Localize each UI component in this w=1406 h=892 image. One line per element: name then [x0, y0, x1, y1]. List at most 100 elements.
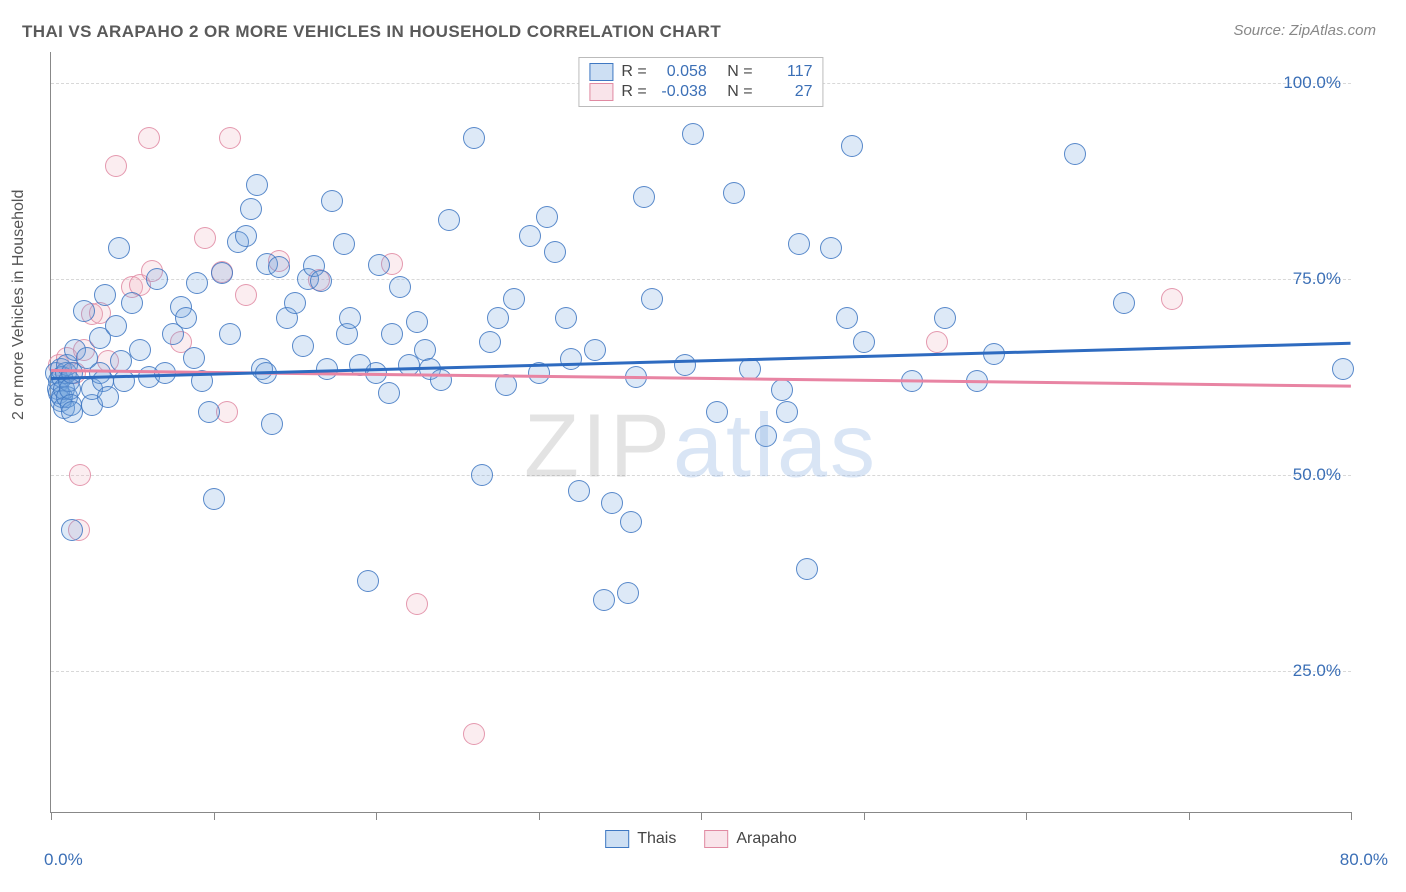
thais-point: [584, 339, 606, 361]
thais-point: [568, 480, 590, 502]
arapaho-r-value: -0.038: [655, 83, 707, 101]
legend-row-thais: R = 0.058 N = 117: [589, 62, 812, 82]
thais-point: [682, 123, 704, 145]
x-min-label: 0.0%: [44, 850, 83, 870]
thais-point: [601, 492, 623, 514]
thais-point: [261, 413, 283, 435]
thais-point: [321, 190, 343, 212]
thais-point: [674, 354, 696, 376]
y-axis-label: 2 or more Vehicles in Household: [10, 190, 28, 420]
chart-title: THAI VS ARAPAHO 2 OR MORE VEHICLES IN HO…: [22, 22, 721, 42]
arapaho-point: [69, 464, 91, 486]
thais-point: [357, 570, 379, 592]
x-tick: [51, 812, 52, 820]
thais-point: [235, 225, 257, 247]
thais-point: [378, 382, 400, 404]
thais-point: [495, 374, 517, 396]
thais-point: [771, 379, 793, 401]
thais-point: [414, 339, 436, 361]
arapaho-point: [235, 284, 257, 306]
thais-point: [430, 369, 452, 391]
x-tick: [1189, 812, 1190, 820]
arapaho-point: [406, 593, 428, 615]
legend-item-thais: Thais: [605, 830, 676, 848]
legend-row-arapaho: R = -0.038 N = 27: [589, 82, 812, 102]
correlation-legend: R = 0.058 N = 117 R = -0.038 N = 27: [578, 57, 823, 107]
r-label: R =: [621, 83, 646, 101]
thais-point: [339, 307, 361, 329]
thais-point: [333, 233, 355, 255]
thais-point: [755, 425, 777, 447]
arapaho-point: [926, 331, 948, 353]
x-tick: [539, 812, 540, 820]
thais-point: [105, 315, 127, 337]
arapaho-n-value: 27: [761, 83, 813, 101]
thais-point: [463, 127, 485, 149]
arapaho-point: [219, 127, 241, 149]
x-tick: [701, 812, 702, 820]
arapaho-swatch-bottom: [704, 830, 728, 848]
thais-point: [438, 209, 460, 231]
thais-swatch: [589, 63, 613, 81]
arapaho-point: [138, 127, 160, 149]
thais-point: [284, 292, 306, 314]
gridline: [51, 475, 1351, 476]
source-attribution: Source: ZipAtlas.com: [1233, 22, 1376, 39]
thais-point: [94, 284, 116, 306]
thais-point: [479, 331, 501, 353]
n-label: N =: [727, 83, 752, 101]
thais-point: [836, 307, 858, 329]
thais-point: [246, 174, 268, 196]
thais-point: [268, 256, 290, 278]
thais-point: [198, 401, 220, 423]
thais-point: [108, 237, 130, 259]
thais-point: [211, 262, 233, 284]
r-label: R =: [621, 63, 646, 81]
thais-point: [121, 292, 143, 314]
thais-n-value: 117: [761, 63, 813, 81]
x-tick: [864, 812, 865, 820]
thais-point: [853, 331, 875, 353]
arapaho-point: [105, 155, 127, 177]
thais-point: [240, 198, 262, 220]
thais-point: [203, 488, 225, 510]
arapaho-label: Arapaho: [736, 830, 797, 848]
thais-point: [186, 272, 208, 294]
thais-point: [633, 186, 655, 208]
thais-point: [183, 347, 205, 369]
thais-point: [723, 182, 745, 204]
gridline: [51, 279, 1351, 280]
thais-point: [406, 311, 428, 333]
y-tick-label: 100.0%: [1283, 73, 1341, 93]
arapaho-point: [463, 723, 485, 745]
x-tick: [376, 812, 377, 820]
thais-point: [617, 582, 639, 604]
thais-point: [129, 339, 151, 361]
arapaho-point: [1161, 288, 1183, 310]
thais-point: [519, 225, 541, 247]
x-tick: [1351, 812, 1352, 820]
arapaho-point: [194, 227, 216, 249]
thais-point: [820, 237, 842, 259]
thais-trendline: [51, 342, 1351, 380]
thais-point: [555, 307, 577, 329]
thais-point: [1113, 292, 1135, 314]
thais-point: [1064, 143, 1086, 165]
thais-point: [487, 307, 509, 329]
thais-point: [175, 307, 197, 329]
thais-point: [61, 519, 83, 541]
y-tick-label: 75.0%: [1293, 269, 1341, 289]
n-label: N =: [727, 63, 752, 81]
thais-point: [841, 135, 863, 157]
x-tick: [214, 812, 215, 820]
thais-label: Thais: [637, 830, 676, 848]
thais-swatch-bottom: [605, 830, 629, 848]
series-legend: Thais Arapaho: [605, 830, 797, 848]
thais-point: [560, 348, 582, 370]
thais-point: [544, 241, 566, 263]
y-tick-label: 50.0%: [1293, 465, 1341, 485]
thais-point: [503, 288, 525, 310]
thais-point: [73, 300, 95, 322]
x-max-label: 80.0%: [1340, 850, 1388, 870]
thais-point: [368, 254, 390, 276]
